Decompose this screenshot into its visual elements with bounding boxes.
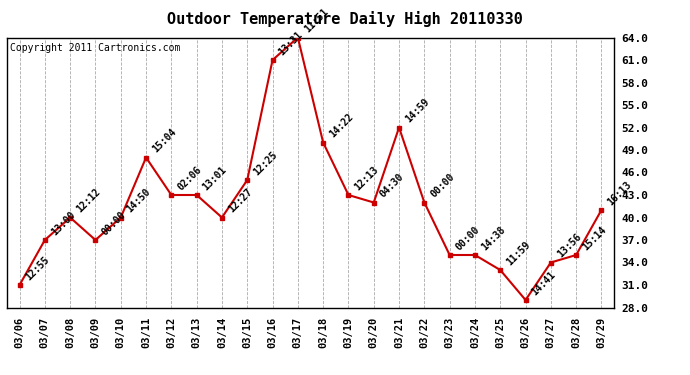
Text: 13:01: 13:01 bbox=[201, 164, 228, 192]
Text: 14:38: 14:38 bbox=[479, 224, 507, 252]
Text: 00:00: 00:00 bbox=[428, 172, 456, 200]
Text: 11:51: 11:51 bbox=[302, 7, 330, 35]
Text: 12:55: 12:55 bbox=[23, 254, 52, 282]
Text: 15:04: 15:04 bbox=[150, 127, 178, 155]
Text: Copyright 2011 Cartronics.com: Copyright 2011 Cartronics.com bbox=[10, 43, 180, 53]
Text: 14:50: 14:50 bbox=[125, 187, 152, 215]
Text: 12:27: 12:27 bbox=[226, 187, 254, 215]
Text: 16:13: 16:13 bbox=[606, 179, 633, 207]
Text: 12:13: 12:13 bbox=[353, 164, 380, 192]
Text: 13:56: 13:56 bbox=[555, 232, 583, 260]
Text: 14:41: 14:41 bbox=[530, 269, 558, 297]
Text: 15:14: 15:14 bbox=[580, 224, 608, 252]
Text: 00:00: 00:00 bbox=[454, 224, 482, 252]
Text: 14:22: 14:22 bbox=[327, 112, 355, 140]
Text: 14:59: 14:59 bbox=[403, 97, 431, 125]
Text: 12:25: 12:25 bbox=[251, 149, 279, 177]
Text: 13:31: 13:31 bbox=[277, 29, 304, 57]
Text: 00:00: 00:00 bbox=[99, 209, 128, 237]
Text: 11:59: 11:59 bbox=[504, 239, 532, 267]
Text: Outdoor Temperature Daily High 20110330: Outdoor Temperature Daily High 20110330 bbox=[167, 11, 523, 27]
Text: 13:00: 13:00 bbox=[49, 209, 77, 237]
Text: 04:30: 04:30 bbox=[378, 172, 406, 200]
Text: 02:06: 02:06 bbox=[175, 164, 204, 192]
Text: 12:12: 12:12 bbox=[75, 187, 102, 215]
